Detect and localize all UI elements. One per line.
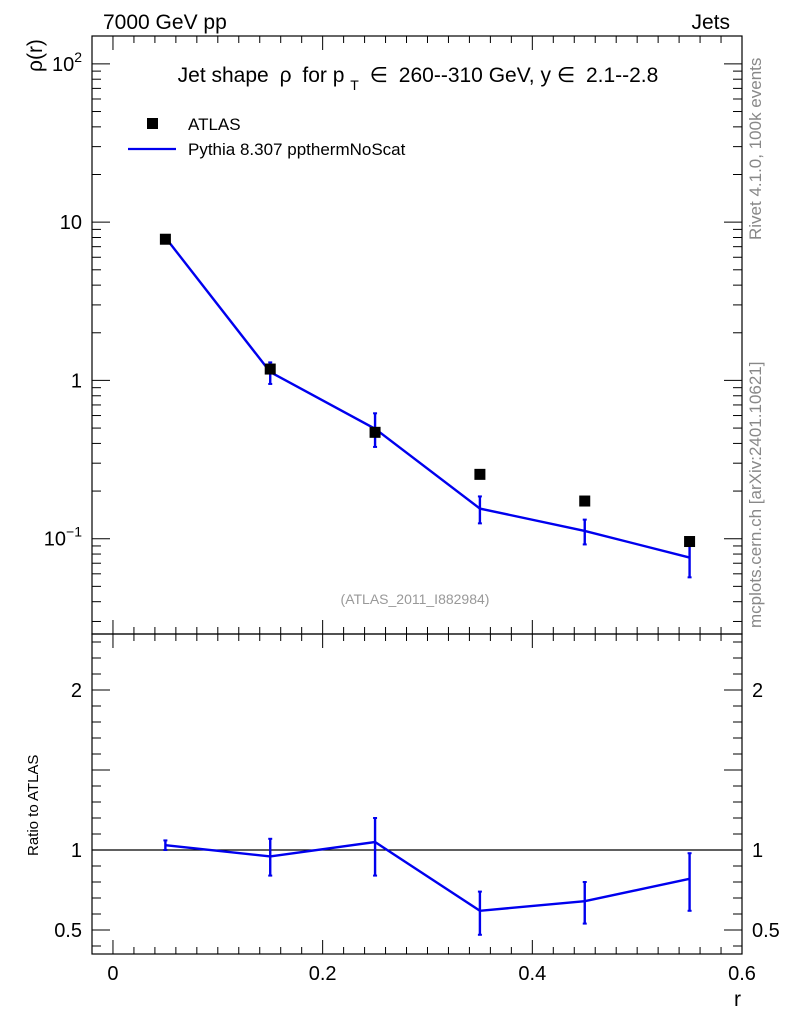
atlas-data-point bbox=[579, 495, 591, 507]
main-y-axis-label: ρ(r) bbox=[24, 39, 47, 72]
x-tick-label: 0.2 bbox=[309, 963, 337, 985]
x-axis-label: r bbox=[734, 988, 741, 1011]
main-chart-title: Jet shape ρ for p T ∈ 260--310 GeV, y ∈ … bbox=[178, 64, 659, 95]
title-element-of-2: ∈ bbox=[557, 64, 575, 87]
atlas-data-point bbox=[369, 426, 381, 438]
title-pt-subscript: T bbox=[350, 77, 359, 93]
ratio-y-tick-label-right: 0.5 bbox=[752, 920, 780, 942]
ratio-y-tick-label: 2 bbox=[71, 680, 82, 702]
legend-atlas-label: ATLAS bbox=[188, 115, 241, 134]
y-tick-label: 10−1 bbox=[44, 524, 82, 551]
legend-atlas-marker bbox=[147, 118, 158, 129]
header-right-label: Jets bbox=[691, 11, 730, 34]
ratio-panel-data bbox=[163, 817, 692, 936]
pythia-series-line bbox=[164, 236, 690, 559]
mcplots-source-label: mcplots.cern.ch [arXiv:2401.10621] bbox=[746, 362, 765, 628]
ratio-panel-axes: 0 0.2 0.4 0.6 0.5 0.5 1 1 2 2 bbox=[54, 634, 780, 985]
atlas-data-point bbox=[159, 233, 171, 245]
ratio-y-tick-label-right: 1 bbox=[752, 840, 763, 862]
title-rho: ρ bbox=[280, 64, 292, 87]
x-tick-label: 0 bbox=[107, 963, 118, 985]
analysis-reference-label: (ATLAS_2011_I882984) bbox=[341, 591, 490, 607]
ratio-series-line bbox=[165, 840, 690, 913]
y-tick-label: 1 bbox=[71, 370, 82, 392]
x-tick-label: 0.4 bbox=[518, 963, 546, 985]
x-tick-label: 0.6 bbox=[728, 963, 756, 985]
main-panel-data bbox=[159, 233, 696, 579]
atlas-data-point bbox=[474, 468, 486, 480]
title-y-range: 2.1--2.8 bbox=[586, 64, 658, 87]
rivet-version-label: Rivet 4.1.0, 100k events bbox=[746, 58, 765, 240]
y-tick-label-base: 10 bbox=[44, 529, 66, 551]
y-tick-label-exponent: 2 bbox=[74, 49, 82, 65]
y-tick-label-base: 10 bbox=[52, 54, 74, 76]
y-tick-label-exponent: −1 bbox=[66, 524, 82, 540]
atlas-data-point bbox=[264, 363, 276, 375]
ratio-y-tick-label: 1 bbox=[71, 840, 82, 862]
title-for-pt: for p bbox=[302, 64, 344, 87]
ratio-panel-frame bbox=[91, 633, 743, 955]
legend-pythia-label: Pythia 8.307 ppthermNoScat bbox=[188, 140, 406, 159]
header-left-label: 7000 GeV pp bbox=[103, 11, 227, 34]
ratio-y-axis-label: Ratio to ATLAS bbox=[25, 755, 42, 856]
atlas-data-point bbox=[684, 536, 696, 548]
y-tick-label: 102 bbox=[52, 49, 82, 76]
title-prefix: Jet shape bbox=[178, 64, 269, 87]
y-tick-label: 10 bbox=[60, 212, 82, 234]
title-pt-range: 260--310 GeV, y bbox=[399, 64, 552, 87]
ratio-y-tick-label-right: 2 bbox=[752, 680, 763, 702]
title-element-of-1: ∈ bbox=[370, 64, 388, 87]
ratio-y-tick-label: 0.5 bbox=[54, 920, 82, 942]
